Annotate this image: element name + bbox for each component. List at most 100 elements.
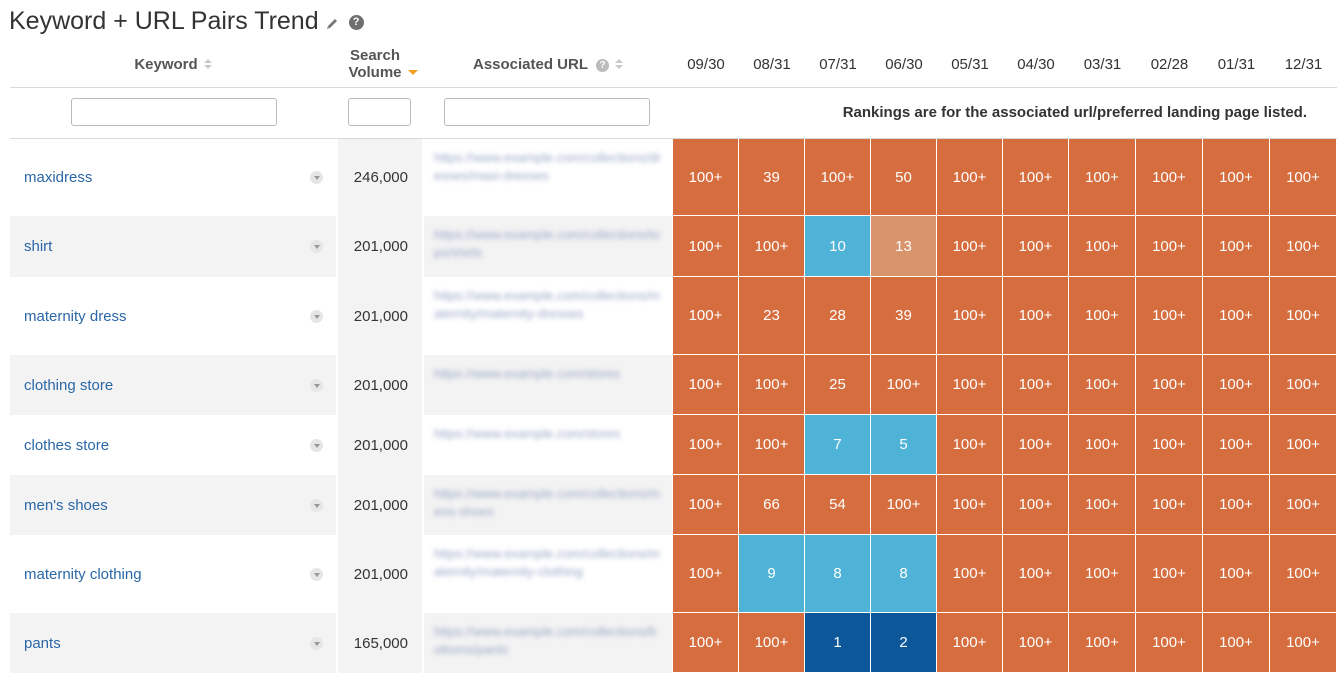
- keyword-cell: clothing store: [10, 355, 336, 415]
- rank-cell: 100+: [937, 475, 1003, 535]
- date-column-header[interactable]: 12/31: [1284, 55, 1323, 73]
- row-dropdown-icon[interactable]: [310, 309, 323, 323]
- table-row: maternity dress 201,000 https://www.exampl…: [10, 277, 1337, 355]
- associated-url-link[interactable]: https://www.example.com/collections/dres…: [434, 150, 661, 183]
- row-dropdown-icon[interactable]: [310, 567, 323, 581]
- rank-cell: 100+: [1203, 355, 1270, 415]
- date-column-header[interactable]: 03/31: [1083, 55, 1122, 73]
- rank-cell: 13: [871, 216, 937, 277]
- rank-cell: 100+: [937, 613, 1003, 673]
- sort-desc-active-icon[interactable]: [408, 69, 418, 75]
- row-dropdown-icon[interactable]: [310, 438, 323, 452]
- rank-cell: 54: [805, 475, 871, 535]
- date-column-header[interactable]: 08/31: [753, 55, 791, 73]
- rank-cell: 100+: [1270, 535, 1337, 613]
- keyword-link[interactable]: clothes store: [24, 436, 110, 454]
- rank-cell: 100+: [673, 415, 739, 475]
- keyword-cell: maxidress: [10, 139, 336, 216]
- rank-cell: 100+: [1203, 139, 1270, 216]
- row-dropdown-icon[interactable]: [310, 636, 323, 650]
- rank-cell: 100+: [1270, 139, 1337, 216]
- date-column-header[interactable]: 06/30: [885, 55, 923, 73]
- rank-cell: 25: [805, 355, 871, 415]
- rank-cell: 100+: [1136, 277, 1203, 355]
- keyword-link[interactable]: pants: [24, 634, 61, 652]
- keyword-filter-input[interactable]: [71, 98, 277, 126]
- search-volume-cell: 201,000: [338, 475, 422, 535]
- keyword-column-header[interactable]: Keyword: [10, 40, 336, 88]
- rank-cell: 100+: [673, 216, 739, 277]
- associated-url-link[interactable]: https://www.example.com/collections/tops…: [434, 227, 661, 260]
- keyword-link[interactable]: maternity clothing: [24, 565, 142, 583]
- rank-cell: 100+: [1069, 613, 1136, 673]
- rank-cell: 100+: [673, 613, 739, 673]
- rank-cell: 1: [805, 613, 871, 673]
- rank-cell: 7: [805, 415, 871, 475]
- rank-cell: 100+: [1270, 475, 1337, 535]
- rank-cell: 50: [871, 139, 937, 216]
- rank-cell: 100+: [871, 475, 937, 535]
- rank-cell: 39: [739, 139, 805, 216]
- rank-cell: 100+: [1003, 475, 1069, 535]
- edit-title-pencil-icon[interactable]: [325, 17, 339, 31]
- date-column-header[interactable]: 04/30: [1017, 55, 1055, 73]
- rank-cell: 100+: [1203, 277, 1270, 355]
- keyword-link[interactable]: men's shoes: [24, 496, 108, 514]
- date-column-header[interactable]: 07/31: [819, 55, 857, 73]
- rank-cell: 100+: [1270, 277, 1337, 355]
- search-volume-header-label: Search Volume: [348, 47, 402, 81]
- row-dropdown-icon[interactable]: [310, 378, 323, 392]
- associated-url-link[interactable]: https://www.example.com/collections/mate…: [434, 288, 661, 321]
- search-volume-cell: 246,000: [338, 139, 422, 216]
- date-column-header[interactable]: 05/31: [951, 55, 989, 73]
- associated-url-header-label: Associated URL: [472, 55, 589, 73]
- rank-cell: 100+: [673, 475, 739, 535]
- rank-cell: 100+: [937, 415, 1003, 475]
- url-filter-input[interactable]: [444, 98, 650, 126]
- rank-cell: 100+: [1069, 216, 1136, 277]
- row-dropdown-icon[interactable]: [310, 498, 323, 512]
- rank-cell: 100+: [1136, 415, 1203, 475]
- row-dropdown-icon[interactable]: [310, 240, 323, 253]
- rank-cell: 100+: [1203, 535, 1270, 613]
- row-dropdown-icon[interactable]: [310, 171, 323, 184]
- rank-cell: 100+: [1069, 535, 1136, 613]
- rank-cell: 100+: [871, 355, 937, 415]
- associated-url-link[interactable]: https://www.example.com/collections/mens…: [434, 486, 661, 519]
- associated-url-link[interactable]: https://www.example.com/collections/bott…: [434, 624, 657, 657]
- rank-cell: 100+: [1003, 355, 1069, 415]
- keyword-link[interactable]: clothing store: [24, 376, 114, 394]
- keyword-cell: maternity dress: [10, 277, 336, 355]
- date-column-header[interactable]: 01/31: [1217, 55, 1256, 73]
- associated-url-cell: https://www.example.com/collections/tops…: [424, 216, 672, 277]
- table-row: maxidress 246,000 https://www.example.com/…: [10, 139, 1337, 216]
- associated-url-link[interactable]: https://www.example.com/stores: [434, 426, 621, 441]
- page-title: Keyword + URL Pairs Trend: [9, 6, 319, 35]
- rank-cell: 100+: [1136, 535, 1203, 613]
- keyword-link[interactable]: maternity dress: [24, 307, 127, 325]
- associated-url-column-header[interactable]: Associated URL ?: [424, 40, 672, 88]
- sort-icon[interactable]: [203, 59, 212, 69]
- date-column-header[interactable]: 02/28: [1150, 55, 1189, 73]
- keyword-link[interactable]: shirt: [24, 238, 53, 255]
- date-column-header[interactable]: 09/30: [687, 55, 725, 73]
- url-help-icon[interactable]: ?: [596, 58, 610, 72]
- rank-cell: 100+: [673, 355, 739, 415]
- help-icon[interactable]: ?: [348, 14, 364, 30]
- associated-url-link[interactable]: https://www.example.com/stores: [434, 366, 621, 381]
- keyword-link[interactable]: maxidress: [24, 169, 93, 186]
- rank-cell: 100+: [1069, 277, 1136, 355]
- keyword-header-label: Keyword: [134, 55, 198, 73]
- associated-url-link[interactable]: https://www.example.com/collections/mate…: [434, 546, 661, 579]
- sort-icon[interactable]: [615, 59, 624, 69]
- search-volume-column-header[interactable]: Search Volume: [338, 40, 422, 88]
- rank-cell: 100+: [1069, 475, 1136, 535]
- rank-cell: 100+: [1003, 216, 1069, 277]
- page-title-bar: Keyword + URL Pairs Trend ?: [9, 4, 364, 38]
- search-volume-cell: 201,000: [338, 355, 422, 415]
- volume-filter-input[interactable]: [348, 98, 411, 126]
- rank-cell: 100+: [673, 535, 739, 613]
- rank-cell: 100+: [1270, 415, 1337, 475]
- search-volume-cell: 201,000: [338, 216, 422, 277]
- associated-url-cell: https://www.example.com/stores: [424, 415, 672, 475]
